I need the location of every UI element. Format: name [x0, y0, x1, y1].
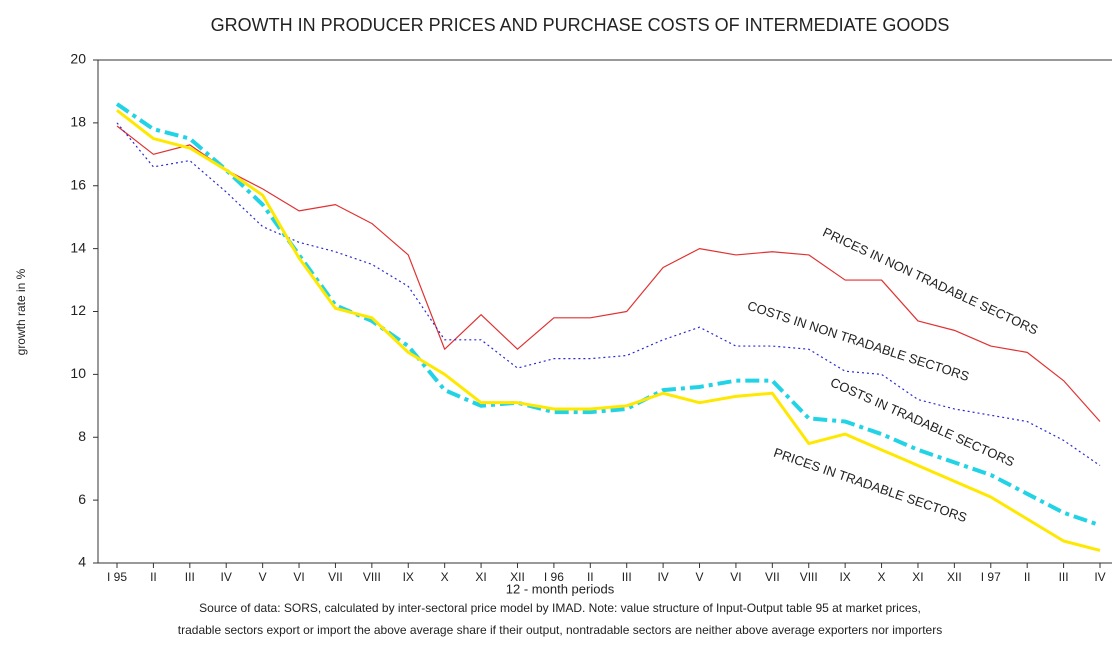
x-tick-label: VI — [730, 570, 741, 584]
y-axis-label: growth rate in % — [14, 268, 28, 355]
y-tick-label: 8 — [78, 428, 86, 444]
x-tick-label: I 97 — [981, 570, 1001, 584]
x-tick-label: IV — [221, 570, 232, 584]
series-line — [116, 125, 1101, 422]
x-tick-label: II — [150, 570, 157, 584]
x-tick-label: III — [1059, 570, 1069, 584]
x-tick-label: VI — [293, 570, 304, 584]
x-tick-label: IV — [657, 570, 668, 584]
x-tick-label: I 95 — [107, 570, 127, 584]
x-tick-label: I 96 — [544, 570, 564, 584]
annotation: PRICES IN NON TRADABLE SECTORS — [820, 224, 1040, 337]
y-tick-label: 16 — [70, 176, 86, 192]
y-tick-label: 10 — [70, 365, 86, 381]
y-tick-label: 4 — [78, 554, 86, 570]
x-tick-label: XII — [510, 570, 525, 584]
x-tick-label: II — [587, 570, 594, 584]
y-tick-label: 12 — [70, 302, 86, 318]
annotation: COSTS IN NON TRADABLE SECTORS — [746, 298, 972, 384]
annotation: COSTS IN TRADABLE SECTORS — [828, 375, 1017, 470]
y-tick-label: 18 — [70, 114, 86, 130]
x-tick-label: VIII — [363, 570, 381, 584]
x-tick-label: X — [878, 570, 886, 584]
x-axis-label: 12 - month periods — [506, 581, 615, 596]
x-tick-label: VII — [765, 570, 780, 584]
x-tick-label: VIII — [800, 570, 818, 584]
x-tick-label: IV — [1094, 570, 1105, 584]
y-tick-label: 20 — [70, 51, 86, 67]
x-tick-label: XII — [947, 570, 962, 584]
y-tick-label: 6 — [78, 491, 86, 507]
x-tick-label: XI — [912, 570, 923, 584]
series-line — [116, 122, 1101, 467]
x-tick-label: V — [259, 570, 267, 584]
x-tick-label: II — [1024, 570, 1031, 584]
x-tick-label: IX — [839, 570, 850, 584]
chart-title: GROWTH IN PRODUCER PRICES AND PURCHASE C… — [211, 15, 950, 35]
source-note: tradable sectors export or import the ab… — [178, 623, 942, 637]
x-tick-label: III — [622, 570, 632, 584]
series-line — [116, 109, 1101, 552]
x-tick-label: III — [185, 570, 195, 584]
x-tick-label: V — [696, 570, 704, 584]
x-tick-label: XI — [475, 570, 486, 584]
y-tick-label: 14 — [70, 239, 86, 255]
x-tick-label: VII — [328, 570, 343, 584]
x-tick-label: X — [441, 570, 449, 584]
x-tick-label: IX — [403, 570, 414, 584]
source-note: Source of data: SORS, calculated by inte… — [199, 601, 921, 615]
